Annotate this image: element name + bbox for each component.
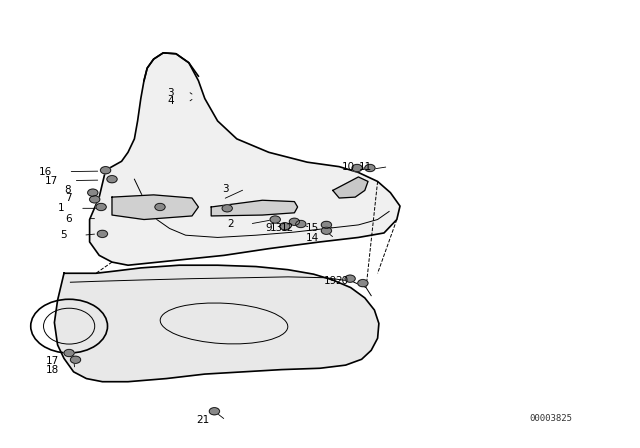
Text: 3: 3 <box>168 88 174 98</box>
Circle shape <box>321 221 332 228</box>
Text: 12: 12 <box>281 223 294 233</box>
Circle shape <box>296 220 306 228</box>
Circle shape <box>289 218 300 225</box>
Circle shape <box>270 216 280 223</box>
Text: 4: 4 <box>168 96 174 106</box>
Circle shape <box>352 164 362 172</box>
Circle shape <box>96 203 106 211</box>
Text: 00003825: 00003825 <box>530 414 573 423</box>
Circle shape <box>155 203 165 211</box>
Circle shape <box>88 189 98 196</box>
Text: 6: 6 <box>65 214 72 224</box>
Circle shape <box>90 196 100 203</box>
Text: 14: 14 <box>305 233 319 243</box>
Text: 17: 17 <box>45 356 59 366</box>
Circle shape <box>209 408 220 415</box>
Circle shape <box>358 280 368 287</box>
Text: 18: 18 <box>45 365 59 375</box>
Text: 1: 1 <box>58 203 64 213</box>
Polygon shape <box>112 195 198 220</box>
Circle shape <box>345 275 355 282</box>
Polygon shape <box>54 265 379 382</box>
Circle shape <box>321 227 332 234</box>
Circle shape <box>280 223 290 230</box>
Text: 15: 15 <box>305 224 319 233</box>
Circle shape <box>100 167 111 174</box>
Circle shape <box>64 349 74 357</box>
Text: 9: 9 <box>266 223 272 233</box>
Circle shape <box>70 356 81 363</box>
Polygon shape <box>90 53 400 265</box>
Text: 2: 2 <box>227 219 234 229</box>
Circle shape <box>365 164 375 172</box>
Text: 10: 10 <box>342 162 355 172</box>
Text: 21: 21 <box>196 415 210 425</box>
Text: 5: 5 <box>61 230 67 240</box>
Text: 20: 20 <box>335 276 349 286</box>
Text: 17: 17 <box>44 176 58 185</box>
Circle shape <box>222 205 232 212</box>
Text: 19: 19 <box>324 276 337 286</box>
Text: 7: 7 <box>65 193 72 203</box>
Circle shape <box>107 176 117 183</box>
Polygon shape <box>211 200 298 216</box>
Polygon shape <box>333 177 368 198</box>
Circle shape <box>97 230 108 237</box>
Text: 3: 3 <box>223 184 229 194</box>
Text: 8: 8 <box>64 185 70 194</box>
Text: 16: 16 <box>39 167 52 177</box>
Text: 11: 11 <box>359 162 372 172</box>
Text: 13: 13 <box>269 223 283 233</box>
